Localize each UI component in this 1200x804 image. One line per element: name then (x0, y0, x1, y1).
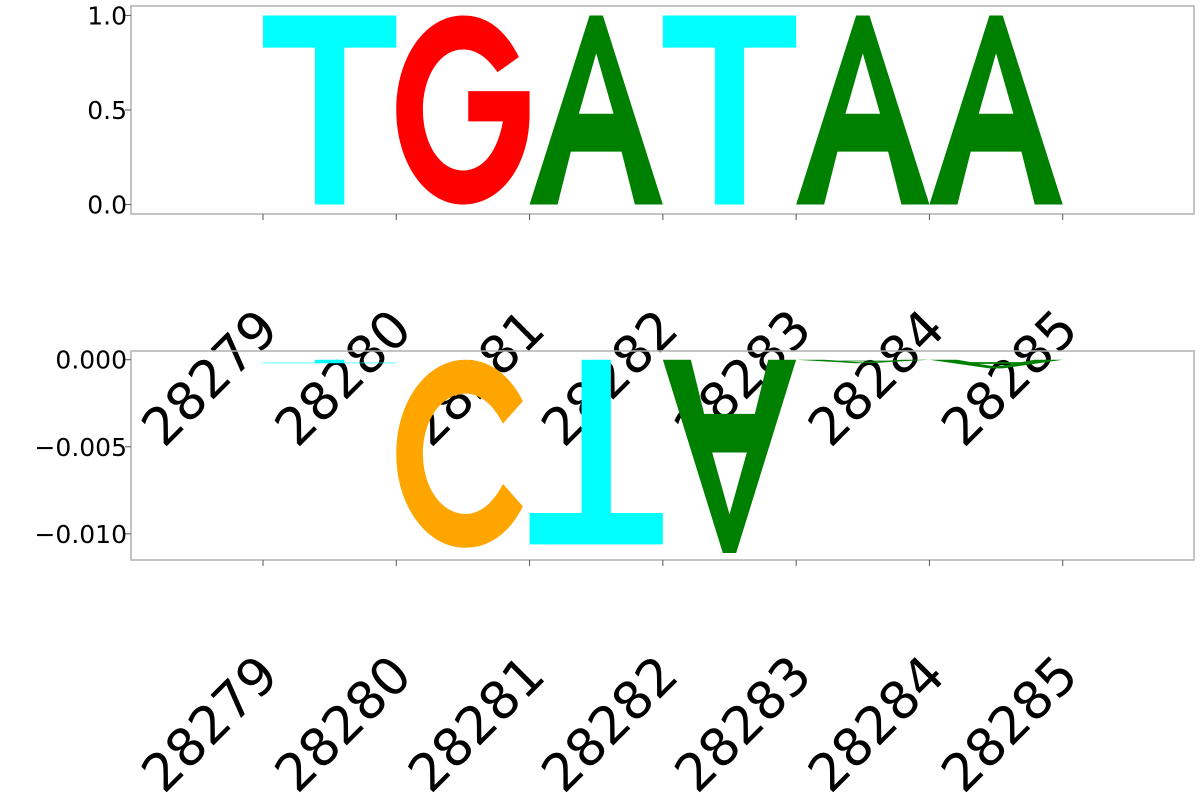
letter-A-28281 (529, 15, 663, 205)
ytick-label: 0.000 (55, 346, 127, 375)
letter-A-28283 (796, 15, 930, 205)
ytick-label: 0.0 (87, 191, 127, 220)
xtick-label: 28282 (531, 645, 690, 800)
letter-T-28279 (263, 359, 397, 364)
letter-T-28281 (529, 359, 663, 545)
ytick-label: −0.005 (34, 433, 127, 462)
xtick-label: 28285 (931, 645, 1090, 800)
xtick-label: 28283 (664, 645, 823, 800)
letter-T-28282 (662, 15, 797, 205)
xtick-label: 28281 (397, 645, 556, 800)
letter-G-28280 (396, 15, 530, 205)
letter-A-28282 (662, 359, 797, 554)
letter-A-28283 (796, 359, 930, 364)
ytick-label: 1.0 (87, 1, 127, 30)
xtick-label: 28284 (797, 299, 956, 458)
xtick-label: 28279 (131, 299, 290, 458)
letter-C-28280 (396, 359, 523, 548)
ytick-label: −0.010 (34, 520, 127, 549)
letter-A-28284 (929, 359, 1063, 369)
letter-T-28279 (263, 15, 397, 205)
logo-panel-top: 0.00.51.02827928280282812828228283282842… (87, 1, 1195, 458)
xtick-label: 28284 (797, 645, 956, 800)
ytick-label: 0.5 (87, 96, 127, 125)
xtick-label: 28279 (131, 645, 290, 800)
letter-A-28284 (929, 15, 1063, 205)
xtick-label: 28285 (931, 299, 1090, 458)
xtick-label: 28280 (264, 645, 423, 800)
